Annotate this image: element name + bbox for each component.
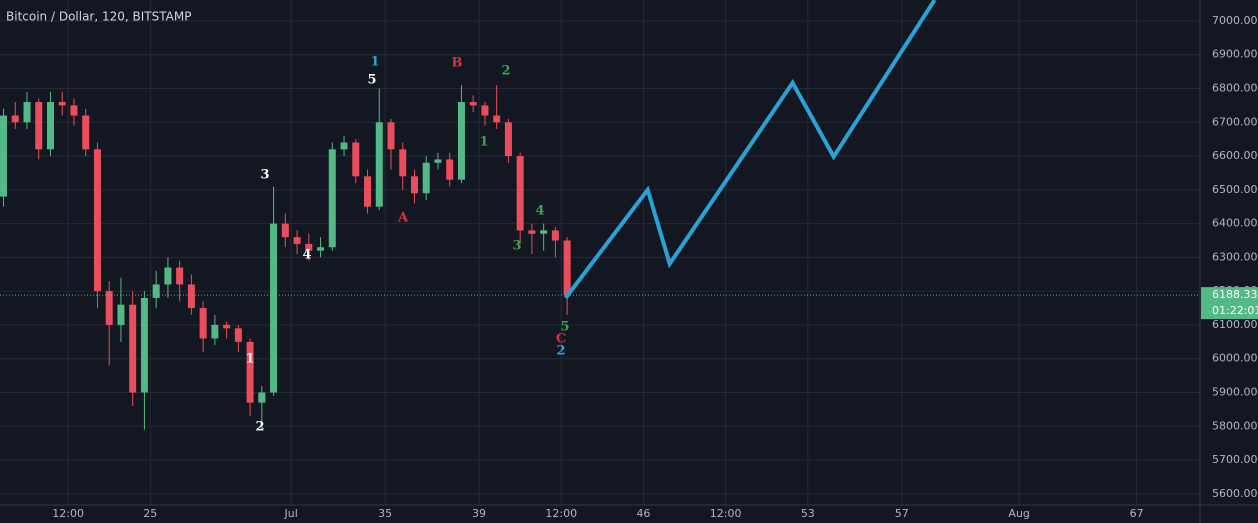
x-tick-label: 46 [636,507,650,520]
candle-body [504,122,512,157]
x-tick-label: Aug [1008,507,1029,520]
candle-body [0,115,8,197]
wave-label: A [397,211,409,226]
candle-body [422,162,430,194]
candle-body [457,102,465,180]
y-tick-label: 5900.00 [1212,386,1258,399]
candle-body [176,267,184,285]
wave-label: 1 [245,352,254,367]
wave-label: 1 [370,55,379,70]
wave-label: 3 [260,168,269,183]
candle-body [434,159,442,163]
x-tick-label: 12:00 [710,507,742,520]
x-tick-label: 57 [895,507,909,520]
candle-body [199,308,207,339]
x-tick-label: 35 [378,507,392,520]
candle-body [563,240,571,296]
x-tick-label: 12:00 [52,507,84,520]
projection-line [564,0,937,300]
candle-body [469,102,477,106]
candle-body [516,156,524,231]
candle-body [305,243,313,251]
candle-body [140,297,148,393]
wave-label: 4 [302,248,311,263]
candle-body [105,291,113,325]
candle-body [270,223,278,393]
candle-body [352,142,360,177]
y-tick-label: 6500.00 [1212,183,1258,196]
candle-body [528,230,536,234]
chart-title: Bitcoin / Dollar, 120, BITSTAMP [6,10,191,24]
x-tick-label: 25 [143,507,157,520]
candle-body [46,102,54,150]
wave-label: 3 [512,239,521,254]
wave-label: C [556,332,566,347]
wave-label: 2 [255,420,264,435]
x-tick-label: 53 [801,507,815,520]
candle-body [23,102,31,123]
candle-body [152,284,160,298]
candle-body [387,122,395,150]
candle-body [481,105,489,116]
y-tick-label: 6300.00 [1212,250,1258,263]
candle-body [129,304,137,393]
y-tick-label: 7000.00 [1212,14,1258,27]
y-tick-label: 6400.00 [1212,217,1258,230]
candle-body [375,122,383,207]
y-tick-label: 6900.00 [1212,48,1258,61]
candle-body [187,284,195,309]
y-tick-label: 6000.00 [1212,352,1258,365]
candle-body [82,115,90,150]
candle-body [58,102,66,106]
y-tick-label: 5600.00 [1212,487,1258,500]
y-tick-label: 6800.00 [1212,82,1258,95]
wave-label: 2 [501,64,510,79]
candle-body [493,115,501,123]
candle-body [364,176,372,207]
candle-body [340,142,348,150]
wave-label: 5 [560,320,569,335]
countdown-label: 01:22:01 [1212,304,1258,317]
candle-body [234,328,242,342]
wave-labels: 1 5 B 2 3 4 1 2 A 1 4 3 5 C 2 [245,55,569,435]
candle-body [399,149,407,177]
x-tick-label: 12:00 [545,507,577,520]
candle-body [328,149,336,248]
candle-body [410,176,418,194]
candle-body [317,247,325,251]
last-price-label: 6188.33 [1212,288,1258,301]
candle-body [551,230,559,241]
candle-body [258,392,266,403]
x-tick-label: 39 [472,507,486,520]
candle-body [293,237,301,244]
wave-label: 1 [479,135,488,150]
y-tick-label: 6600.00 [1212,149,1258,162]
candle-body [70,105,78,116]
y-tick-label: 6700.00 [1212,115,1258,128]
candle-body [211,324,219,339]
last-price-box [1201,287,1258,320]
candle-body [540,230,548,234]
candle-body [446,159,454,180]
candle-body [281,223,289,238]
candle-body [164,267,172,285]
candle-body [11,115,19,123]
wave-label: 2 [556,344,565,359]
x-tick-label: 67 [1130,507,1144,520]
candle-body [223,324,231,329]
candle-body [93,149,101,292]
y-tick-label: 5800.00 [1212,419,1258,432]
x-tick-label: Jul [284,507,298,520]
y-tick-label: 5700.00 [1212,453,1258,466]
wave-label: B [452,56,463,71]
candle-body [117,304,125,325]
wave-label: 5 [367,73,376,88]
wave-label: 4 [535,204,544,219]
candle-body [35,102,43,150]
y-tick-label: 6100.00 [1212,318,1258,331]
candle-body [246,341,254,403]
